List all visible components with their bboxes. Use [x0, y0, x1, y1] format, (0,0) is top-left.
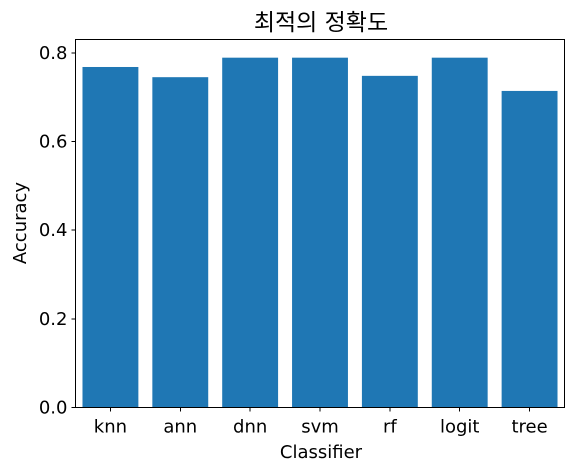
x-tick-label: logit	[440, 417, 480, 438]
y-tick-label: 0.4	[39, 220, 68, 241]
y-tick-label: 0.2	[39, 309, 68, 330]
y-axis-ticks: 0.0 0.2 0.4 0.6 0.8	[39, 43, 76, 419]
y-tick-label: 0.0	[39, 398, 68, 419]
plot-frame	[75, 39, 565, 408]
x-tick-label: ann	[163, 417, 197, 438]
bar-logit	[431, 57, 488, 408]
bar-dnn	[222, 57, 279, 408]
bar-tree	[501, 90, 558, 408]
bar-ann	[152, 77, 209, 408]
x-tick-label: knn	[94, 417, 127, 438]
x-tick-label: svm	[301, 417, 339, 438]
chart-title: 최적의 정확도	[254, 10, 388, 36]
y-tick-label: 0.8	[39, 43, 68, 64]
x-tick-label: rf	[383, 417, 397, 438]
x-axis-label: Classifier	[280, 442, 363, 463]
bar-rf	[361, 75, 418, 408]
bar-svm	[292, 57, 348, 408]
bar-knn	[82, 66, 139, 408]
x-axis-ticks: knn ann dnn svm rf logit tree	[94, 407, 548, 438]
x-tick-label: dnn	[233, 417, 267, 438]
bars-group	[82, 57, 558, 408]
y-axis-label: Accuracy	[10, 182, 31, 265]
x-tick-label: tree	[511, 417, 547, 438]
y-tick-label: 0.6	[39, 131, 68, 152]
